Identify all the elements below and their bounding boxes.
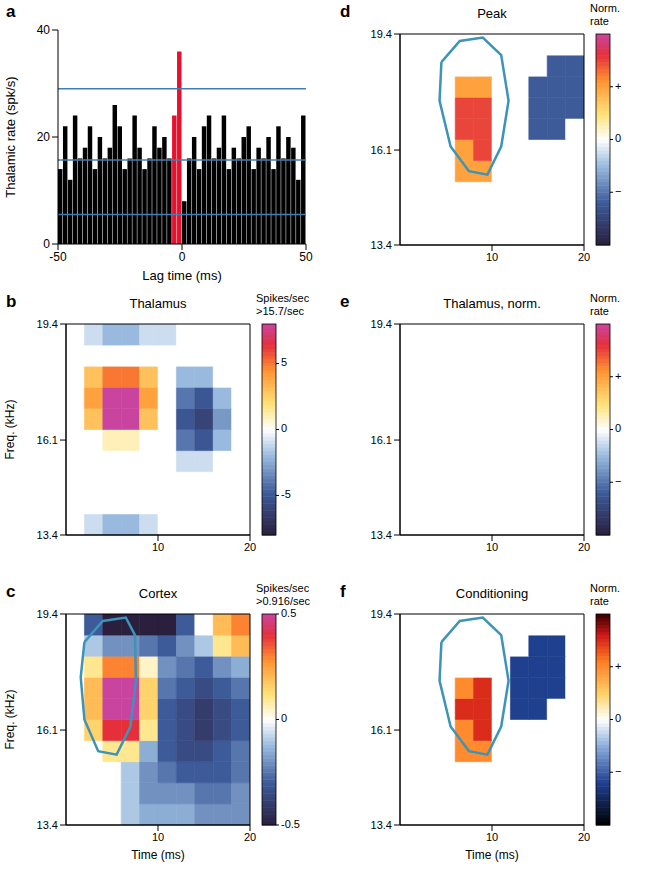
svg-text:Time (ms): Time (ms) <box>465 848 519 862</box>
svg-text:Norm.: Norm. <box>590 2 620 14</box>
html-text:Thalamus: Thalamus <box>129 296 187 311</box>
svg-text:Freq. (kHz): Freq. (kHz) <box>3 399 17 459</box>
html-text:b: b <box>6 292 17 311</box>
html-text:Conditioning: Conditioning <box>455 586 529 601</box>
html-text:d: d <box>340 2 351 21</box>
svg-text:Spikes/sec: Spikes/sec <box>256 292 310 304</box>
svg-text:−: − <box>615 185 621 197</box>
svg-text:19.4: 19.4 <box>371 28 392 40</box>
svg-text:rate: rate <box>590 305 609 317</box>
svg-text:16.1: 16.1 <box>37 434 58 446</box>
svg-text:−: − <box>615 475 621 487</box>
html-text:Thalamus, norm.: Thalamus, norm. <box>443 296 541 311</box>
svg-text:10: 10 <box>486 831 498 843</box>
svg-text:0.5: 0.5 <box>281 607 296 619</box>
svg-text:Norm.: Norm. <box>590 582 620 594</box>
svg-text:0: 0 <box>281 712 287 724</box>
svg-text:13.4: 13.4 <box>371 819 392 831</box>
html-text:a: a <box>6 2 16 21</box>
svg-text:Norm.: Norm. <box>590 292 620 304</box>
svg-text:Thalamic rate (spk/s): Thalamic rate (spk/s) <box>3 76 18 197</box>
svg-text:Freq. (kHz): Freq. (kHz) <box>3 689 17 749</box>
svg-text:Time (ms): Time (ms) <box>131 848 185 862</box>
svg-text:-5: -5 <box>281 488 291 500</box>
svg-text:50: 50 <box>299 250 313 264</box>
svg-text:16.1: 16.1 <box>371 434 392 446</box>
html-text:Cortex: Cortex <box>138 586 178 601</box>
svg-text:13.4: 13.4 <box>371 239 392 251</box>
svg-text:19.4: 19.4 <box>37 318 58 330</box>
html-text:e: e <box>340 292 350 311</box>
svg-text:16.1: 16.1 <box>371 724 392 736</box>
svg-text:Lag time (ms): Lag time (ms) <box>142 268 221 283</box>
svg-text:16.1: 16.1 <box>371 144 392 156</box>
svg-text:10: 10 <box>152 541 164 553</box>
svg-text:+: + <box>615 660 621 672</box>
svg-text:20: 20 <box>244 831 256 843</box>
svg-text:10: 10 <box>152 831 164 843</box>
svg-text:13.4: 13.4 <box>37 819 58 831</box>
svg-text:0: 0 <box>179 250 186 264</box>
svg-text:19.4: 19.4 <box>371 608 392 620</box>
svg-text:0: 0 <box>281 422 287 434</box>
svg-text:0: 0 <box>615 132 621 144</box>
svg-text:-0.5: -0.5 <box>281 818 300 830</box>
svg-text:10: 10 <box>486 251 498 263</box>
svg-text:0: 0 <box>43 237 50 251</box>
svg-text:16.1: 16.1 <box>37 724 58 736</box>
svg-text:5: 5 <box>281 356 287 368</box>
svg-text:>0.916/sec: >0.916/sec <box>256 595 311 607</box>
svg-text:20: 20 <box>37 130 51 144</box>
svg-text:19.4: 19.4 <box>371 318 392 330</box>
svg-text:-50: -50 <box>49 250 67 264</box>
svg-text:Spikes/sec: Spikes/sec <box>256 582 310 594</box>
svg-text:10: 10 <box>486 541 498 553</box>
html-text:f: f <box>340 582 346 601</box>
html-text:Peak: Peak <box>477 6 507 21</box>
svg-text:20: 20 <box>578 541 590 553</box>
svg-text:0: 0 <box>615 422 621 434</box>
svg-text:20: 20 <box>578 251 590 263</box>
svg-text:40: 40 <box>37 23 51 37</box>
svg-text:19.4: 19.4 <box>37 608 58 620</box>
svg-text:+: + <box>615 80 621 92</box>
html-text:c: c <box>6 582 16 601</box>
svg-text:−: − <box>615 765 621 777</box>
svg-text:rate: rate <box>590 595 609 607</box>
svg-text:20: 20 <box>578 831 590 843</box>
svg-text:20: 20 <box>244 541 256 553</box>
svg-text:0: 0 <box>615 712 621 724</box>
svg-text:rate: rate <box>590 15 609 27</box>
svg-text:13.4: 13.4 <box>37 529 58 541</box>
svg-text:+: + <box>615 370 621 382</box>
svg-text:13.4: 13.4 <box>371 529 392 541</box>
svg-text:>15.7/sec: >15.7/sec <box>256 305 305 317</box>
